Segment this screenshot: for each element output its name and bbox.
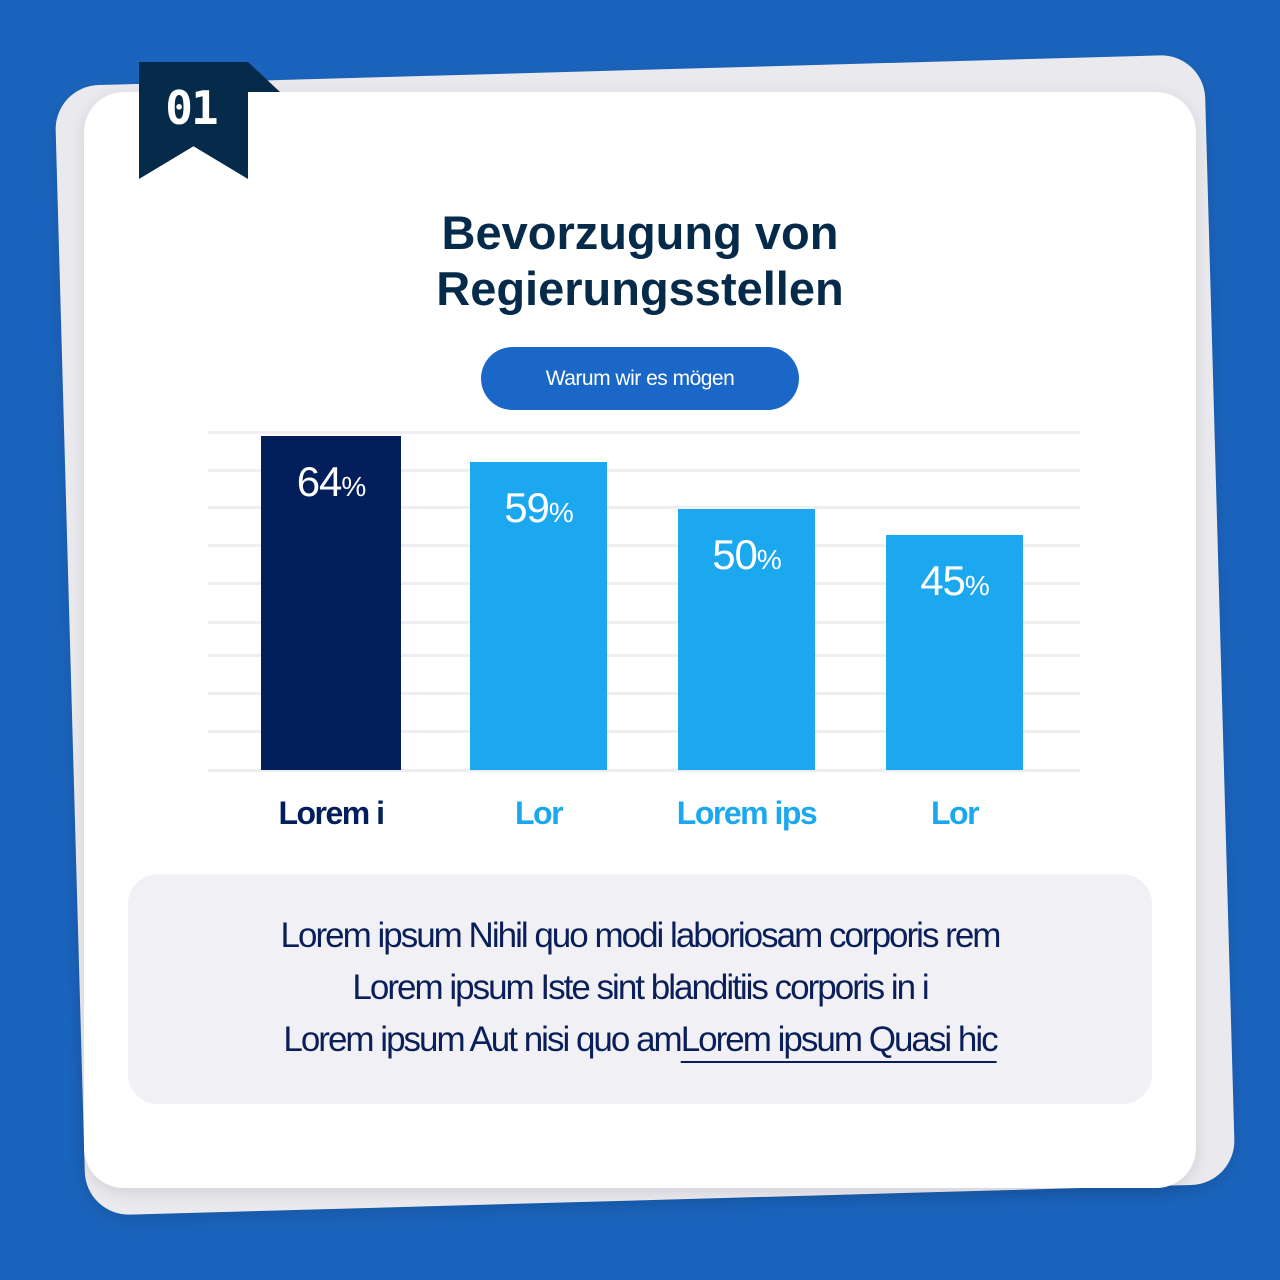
gridline [208,506,1080,509]
bar-2: 59% [470,462,607,770]
gridline [208,431,1080,434]
description-box [128,874,1152,1104]
bar-3: 50% [678,509,815,770]
gridline [208,769,1080,772]
category-label: Lor [930,795,980,831]
gridline [208,621,1080,624]
description-line-1: Lorem ipsum Nihil quo modi laboriosam co… [280,916,1002,955]
bar-1: 64% [261,436,401,770]
badge-number: 01 [165,81,218,135]
title-line-2: Regierungsstellen [436,262,844,315]
bar-value-label: 45% [920,557,990,605]
bar-value-label: 64% [296,458,367,505]
category-label: Lorem i [278,795,385,831]
gridline [208,582,1080,585]
description-link[interactable]: Lorem ipsum Quasi hic [680,1020,999,1059]
gridline [208,469,1080,472]
description-line-2: Lorem ipsum Iste sint blanditiis corpori… [352,968,929,1007]
gridline [208,654,1080,657]
gridline [208,544,1080,547]
gridline [208,692,1080,695]
subtitle-pill-button[interactable]: Warum wir es mögen [481,347,799,410]
title-line-1: Bevorzugung von [441,206,839,259]
gridline [208,730,1080,733]
bar-value-label: 50% [712,531,782,579]
bar-4: 45% [886,535,1023,770]
category-label: Lor [514,795,564,831]
bar-value-label: 59% [504,484,574,532]
description-line-3-text: Lorem ipsum Aut nisi quo am [283,1020,682,1059]
category-label: Lorem ips [676,795,818,831]
description-line-3: Lorem ipsum Aut nisi quo amLorem ipsum Q… [128,1014,1152,1066]
chart-title: Bevorzugung von Regierungsstellen [340,205,940,317]
